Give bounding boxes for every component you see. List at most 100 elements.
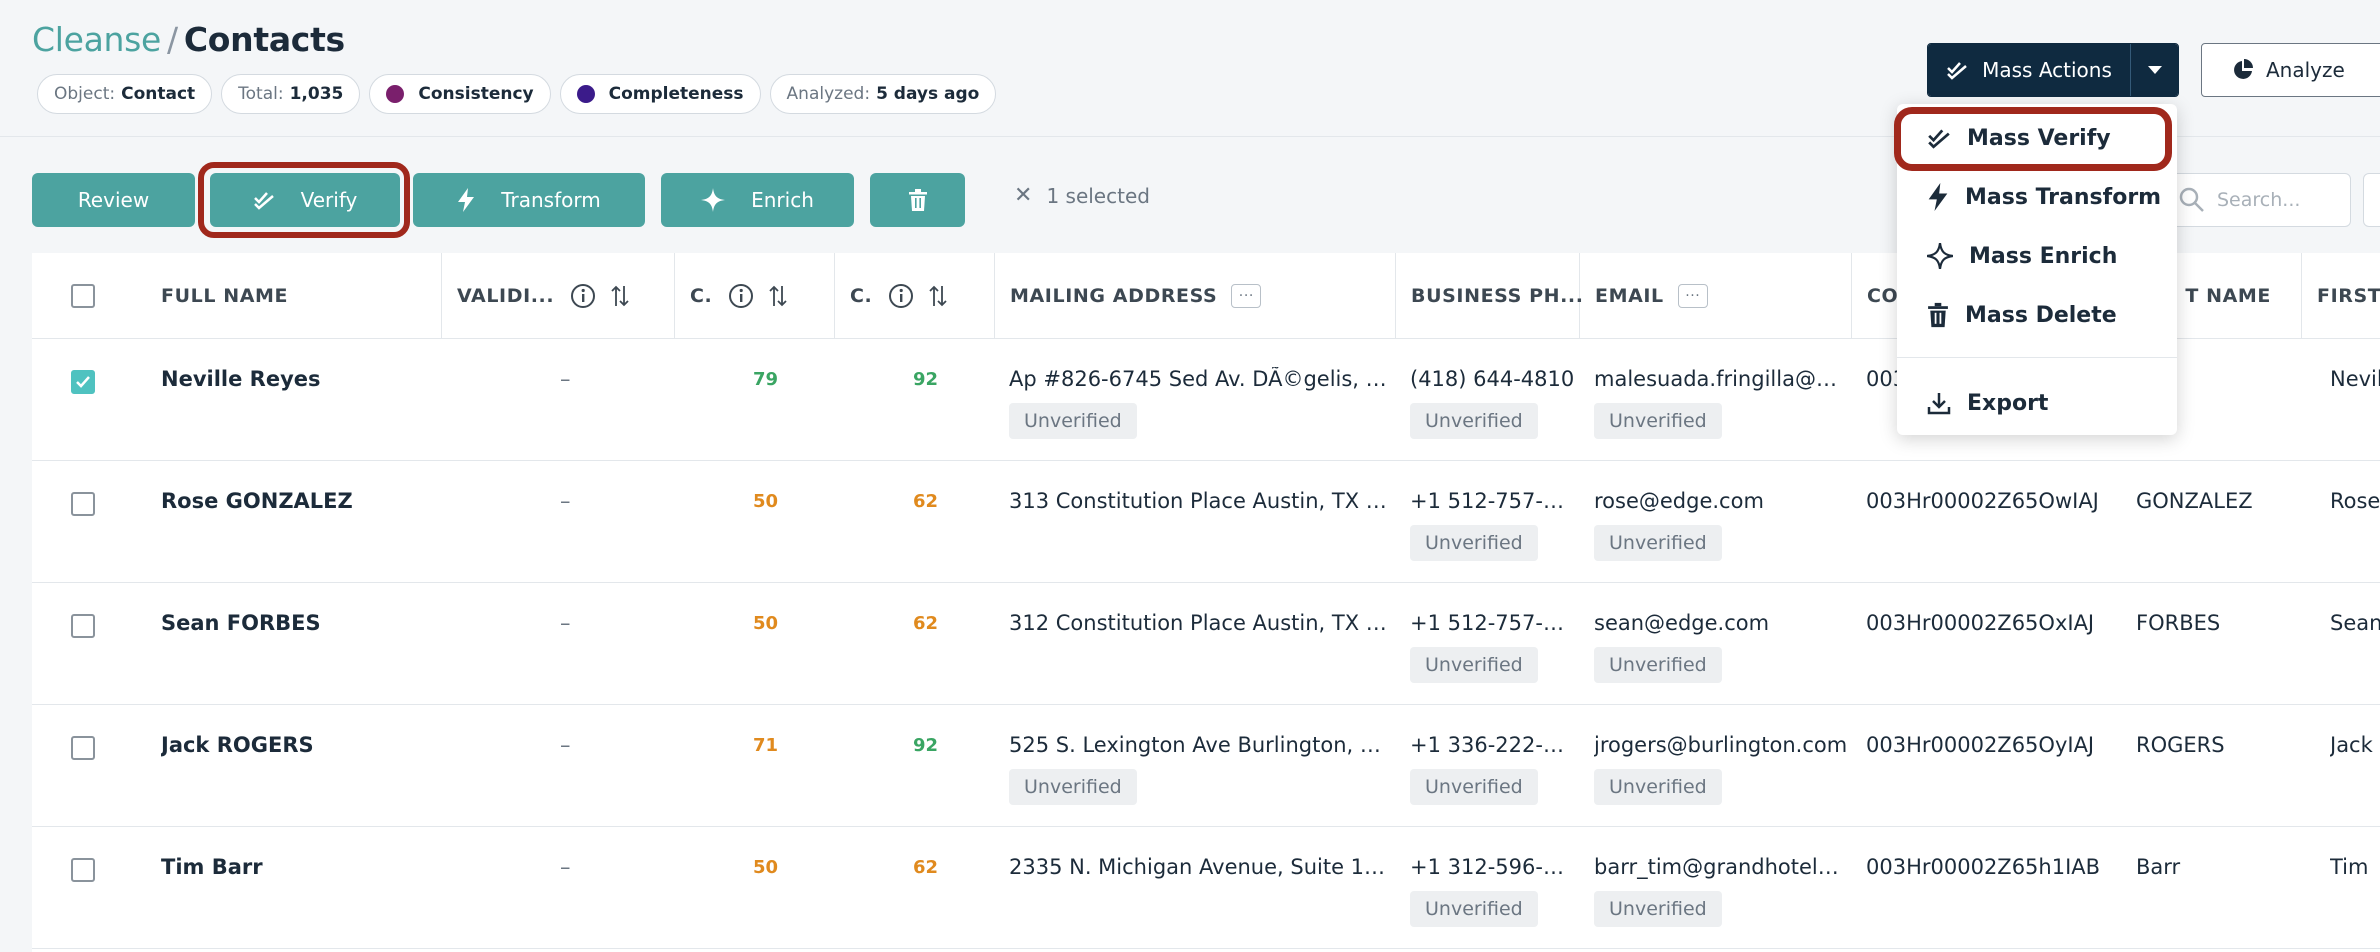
select-all-checkbox[interactable] bbox=[71, 284, 95, 308]
email-cell[interactable]: rose@edge.com bbox=[1594, 489, 1764, 513]
consistency-chip[interactable]: Consistency bbox=[369, 74, 551, 114]
transform-label: Transform bbox=[501, 188, 601, 212]
full-name-cell[interactable]: Jack ROGERS bbox=[161, 733, 314, 757]
first-name-cell[interactable]: Nevil bbox=[2330, 367, 2380, 391]
column-menu-icon[interactable]: ··· bbox=[1231, 284, 1262, 308]
column-header-business-phone[interactable]: BUSINESS PH... bbox=[1396, 253, 1583, 339]
menu-item-mass-verify[interactable]: Mass Verify bbox=[1927, 118, 2111, 158]
full-name-cell[interactable]: Neville Reyes bbox=[161, 367, 321, 391]
enrich-button[interactable]: Enrich bbox=[661, 173, 854, 227]
search-input[interactable]: Search... bbox=[2156, 173, 2351, 227]
info-icon[interactable] bbox=[570, 283, 596, 309]
column-header-email[interactable]: EMAIL ··· bbox=[1580, 253, 1852, 339]
trash-icon bbox=[908, 189, 927, 211]
download-icon bbox=[1927, 393, 1951, 415]
last-name-cell[interactable]: GONZALEZ bbox=[2136, 489, 2253, 513]
chip-label: Completeness bbox=[608, 84, 744, 104]
business-phone-cell[interactable]: +1 512-757-6000 bbox=[1410, 611, 1576, 635]
info-icon[interactable] bbox=[888, 283, 914, 309]
mailing-address-cell[interactable]: 2335 N. Michigan Avenue, Suite 1500... bbox=[1009, 855, 1394, 879]
column-header-contact-id[interactable]: CO bbox=[1867, 285, 1899, 307]
business-phone-cell[interactable]: +1 336-222-7000 bbox=[1410, 733, 1576, 757]
column-header-mailing-address[interactable]: MAILING ADDRESS ··· bbox=[995, 253, 1396, 339]
sort-icon[interactable] bbox=[610, 284, 630, 308]
review-button[interactable]: Review bbox=[32, 173, 195, 227]
mass-actions-button[interactable]: Mass Actions bbox=[1928, 44, 2131, 96]
sort-icon[interactable] bbox=[768, 284, 788, 308]
summary-chips: Object: Contact Total: 1,035 Consistency C… bbox=[37, 74, 997, 114]
mass-actions-dropdown-toggle[interactable] bbox=[2131, 44, 2178, 96]
sparkle-icon bbox=[701, 188, 726, 212]
verify-highlight-ring bbox=[198, 162, 410, 238]
mailing-address-cell[interactable]: 525 S. Lexington Ave Burlington, NC ... bbox=[1009, 733, 1394, 757]
mailing-address-cell[interactable]: Ap #826-6745 Sed Av. DÃ©gelis, Qu... bbox=[1009, 367, 1394, 391]
clear-selection-icon[interactable]: ✕ bbox=[1014, 183, 1033, 208]
transform-button[interactable]: Transform bbox=[413, 173, 645, 227]
last-name-cell[interactable]: ROGERS bbox=[2136, 733, 2225, 757]
column-header-consistency[interactable]: C. bbox=[675, 253, 835, 339]
unverified-badge: Unverified bbox=[1410, 403, 1538, 439]
caret-down-icon bbox=[2147, 66, 2162, 74]
row-checkbox[interactable] bbox=[71, 370, 95, 394]
full-name-cell[interactable]: Rose GONZALEZ bbox=[161, 489, 353, 513]
first-name-cell[interactable]: Rose bbox=[2330, 489, 2380, 513]
table-row[interactable]: Jack ROGERS – 71 92 525 S. Lexington Ave Bur… bbox=[32, 705, 2380, 827]
completeness-chip[interactable]: Completeness bbox=[559, 74, 761, 114]
menu-item-mass-transform[interactable]: Mass Transform bbox=[1927, 177, 2161, 217]
first-name-cell[interactable]: Sean bbox=[2330, 611, 2380, 635]
filter-button[interactable] bbox=[2363, 173, 2380, 227]
menu-item-label: Mass Verify bbox=[1967, 125, 2111, 151]
email-cell[interactable]: malesuada.fringilla@nu... bbox=[1594, 367, 1849, 391]
last-name-cell[interactable]: Barr bbox=[2136, 855, 2181, 879]
full-name-cell[interactable]: Tim Barr bbox=[161, 855, 263, 879]
row-checkbox[interactable] bbox=[71, 736, 95, 760]
chip-value: 5 days ago bbox=[876, 84, 980, 104]
business-phone-cell[interactable]: (418) 644-4810 bbox=[1410, 367, 1575, 391]
row-checkbox[interactable] bbox=[71, 614, 95, 638]
mass-actions-split-button: Mass Actions bbox=[1927, 43, 2179, 97]
contact-id-cell[interactable]: 003Hr00002Z65OxIAJ bbox=[1866, 611, 2095, 635]
mailing-address-cell[interactable]: 313 Constitution Place Austin, TX 787... bbox=[1009, 489, 1394, 513]
business-phone-cell[interactable]: +1 312-596-1000 bbox=[1410, 855, 1576, 879]
email-cell[interactable]: sean@edge.com bbox=[1594, 611, 1770, 635]
first-name-cell[interactable]: Jack bbox=[2330, 733, 2373, 757]
completeness-score: 92 bbox=[913, 369, 939, 390]
verify-label: Verify bbox=[300, 188, 358, 212]
full-name-cell[interactable]: Sean FORBES bbox=[161, 611, 321, 635]
info-icon[interactable] bbox=[728, 283, 754, 309]
email-cell[interactable]: jrogers@burlington.com bbox=[1594, 733, 1848, 757]
contact-id-cell[interactable]: 003Hr00002Z65h1IAB bbox=[1866, 855, 2101, 879]
breadcrumb-separator: / bbox=[167, 20, 178, 59]
table-row[interactable]: Tim Barr – 50 62 2335 N. Michigan Avenue, Su… bbox=[32, 827, 2380, 949]
first-name-cell[interactable]: Tim bbox=[2330, 855, 2369, 879]
search-placeholder: Search... bbox=[2217, 189, 2301, 211]
unverified-badge: Unverified bbox=[1594, 525, 1722, 561]
sort-icon[interactable] bbox=[928, 284, 948, 308]
menu-item-mass-delete[interactable]: Mass Delete bbox=[1927, 295, 2117, 335]
row-checkbox[interactable] bbox=[71, 492, 95, 516]
email-cell[interactable]: barr_tim@grandhotels.... bbox=[1594, 855, 1849, 879]
business-phone-cell[interactable]: +1 512-757-6000 bbox=[1410, 489, 1576, 513]
verify-button[interactable]: Verify bbox=[210, 173, 400, 227]
menu-item-export[interactable]: Export bbox=[1927, 383, 2048, 423]
delete-button[interactable] bbox=[870, 173, 965, 227]
chip-value: 1,035 bbox=[289, 84, 344, 104]
contact-id-cell[interactable]: 003Hr00002Z65OyIAJ bbox=[1866, 733, 2095, 757]
lightning-icon bbox=[458, 188, 475, 212]
last-name-cell[interactable]: FORBES bbox=[2136, 611, 2221, 635]
contact-id-cell[interactable]: 003Hr00002Z65OwIAJ bbox=[1866, 489, 2099, 513]
table-row[interactable]: Rose GONZALEZ – 50 62 313 Constitution Place… bbox=[32, 461, 2380, 583]
row-checkbox[interactable] bbox=[71, 858, 95, 882]
column-header-validity[interactable]: VALIDI... bbox=[442, 253, 675, 339]
column-header-full-name[interactable]: FULL NAME bbox=[32, 253, 442, 339]
consistency-dot-icon bbox=[386, 85, 405, 103]
table-row[interactable]: Sean FORBES – 50 62 312 Constitution Place A… bbox=[32, 583, 2380, 705]
column-header-completeness[interactable]: C. bbox=[835, 253, 995, 339]
column-menu-icon[interactable]: ··· bbox=[1677, 284, 1708, 308]
mailing-address-cell[interactable]: 312 Constitution Place Austin, TX 787... bbox=[1009, 611, 1394, 635]
column-header-last-name[interactable]: T NAME bbox=[2122, 253, 2302, 339]
analyze-button[interactable]: Analyze bbox=[2201, 43, 2380, 97]
breadcrumb-cleanse[interactable]: Cleanse bbox=[32, 20, 162, 59]
menu-item-mass-enrich[interactable]: Mass Enrich bbox=[1927, 236, 2117, 276]
column-header-first-name[interactable]: FIRST bbox=[2317, 285, 2380, 307]
